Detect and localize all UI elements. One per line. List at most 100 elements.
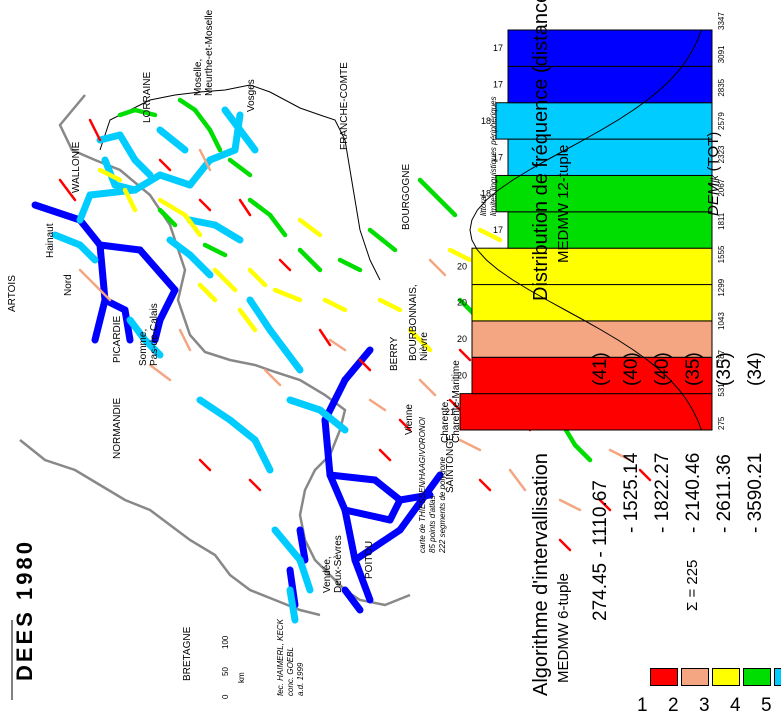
histogram-bar-label: 17 (493, 80, 503, 90)
network-segment (141, 336, 164, 359)
region-label-wallonie: WALLONIE (71, 141, 82, 193)
network-segment (398, 418, 412, 432)
network-segment (157, 207, 178, 228)
scale-tick-50: 50 (221, 667, 230, 676)
histogram-tick-label: 3347 (717, 12, 726, 30)
histogram-bar-label: 17 (493, 43, 503, 53)
histogram-axis-label: DEMjk(TOT) (705, 131, 722, 216)
network-segment (126, 316, 149, 344)
network-segment (178, 328, 192, 352)
histogram-curve (469, 29, 702, 431)
page-title: DEES 1980 (12, 539, 37, 681)
class-count: (35) (714, 352, 735, 386)
network-segment (263, 368, 282, 387)
network-segment (116, 131, 139, 164)
network-segment (76, 241, 99, 264)
network-segment (326, 471, 349, 514)
scale-tick-100: 100 (221, 635, 230, 649)
network-segment (207, 127, 223, 153)
histogram-bar-label: 17 (493, 152, 503, 162)
coastline-south (19, 439, 321, 617)
histogram-subtitle: MEDMW 12-tuple (555, 144, 572, 263)
legend-subtitle: MEDMW 6-tuple (555, 572, 572, 683)
network-segment (148, 363, 172, 382)
network-segment (31, 201, 84, 224)
class-count: (41) (590, 352, 611, 386)
class-range: 274.45 - 1110.67 (590, 480, 611, 621)
network-segment (97, 167, 123, 183)
network-segment (117, 107, 138, 118)
class-swatch (712, 668, 740, 686)
network-segment (378, 448, 392, 462)
network-segment (572, 442, 593, 463)
network-segment (638, 468, 652, 482)
network-segment (238, 198, 252, 217)
network-segment (351, 556, 374, 604)
network-segment (266, 326, 289, 354)
network-segment (437, 197, 458, 218)
network-segment (316, 406, 349, 434)
network-segment (341, 506, 359, 564)
map-info: carte de THIESSEN/HAAGIVORONOI 85 points … (418, 416, 447, 553)
scale-unit: km (237, 672, 246, 683)
network-segment (211, 221, 244, 244)
network-segment (407, 327, 433, 353)
network-segment (417, 177, 443, 203)
region-label-berry: BERRY (389, 336, 400, 371)
network-segment (192, 107, 213, 133)
histogram-tick-label: 1811 (717, 212, 726, 230)
scale-tick-0: 0 (221, 694, 230, 699)
class-number: 3 (699, 695, 710, 716)
histogram-bar-label: 21 (445, 407, 455, 417)
network-segment (221, 106, 244, 134)
region-label-hainaut: Hainaut (45, 223, 56, 258)
map-canvas: 21 20 20 20 20 17 18 17 18 17 17 275 531 787 1043 1299 1… (11, 12, 726, 700)
network-segment (76, 216, 104, 249)
network-segment (247, 197, 273, 218)
region-label-moselle: Moselle, Meurthe-et-Moselle (193, 9, 215, 96)
network-segment (93, 283, 112, 302)
network-segment (477, 227, 503, 243)
class-count: (40) (621, 352, 642, 386)
network-segment (478, 478, 492, 492)
histogram-tick-label: 2579 (717, 112, 726, 130)
region-label-vienne: Vienne (404, 404, 415, 435)
network-segment (156, 286, 179, 324)
network-segment (198, 148, 212, 172)
class-number: 1 (637, 695, 648, 716)
class-swatch (774, 668, 781, 686)
legend-title: Algorithme d'intervallisation (530, 453, 552, 696)
network-segment (88, 118, 102, 142)
network-segment (247, 267, 268, 288)
network-segment (58, 178, 77, 202)
network-segment (166, 236, 194, 259)
region-label-nord: Nord (63, 274, 74, 296)
network-segment (212, 267, 238, 293)
region-label-bourgogne: BOURGOGNE (401, 163, 412, 230)
region-label-vosges: Vosges (246, 79, 257, 112)
network-segment (458, 438, 482, 452)
network-segment (156, 171, 194, 189)
network-segment (286, 586, 299, 624)
network-segment (278, 258, 292, 272)
network-segment (227, 157, 253, 178)
network-segment (246, 296, 274, 334)
network-segment (198, 198, 212, 212)
network-segment (186, 251, 214, 279)
histogram-bar (459, 393, 713, 431)
network-segment (297, 217, 323, 238)
network-segment (96, 241, 144, 254)
histogram-bar-label: 17 (493, 225, 503, 235)
network-segment (341, 346, 374, 384)
network-segment (156, 126, 189, 154)
network-segment (91, 296, 109, 344)
network-segment (558, 498, 582, 512)
histogram-tick-label: 1299 (717, 278, 726, 296)
network-segment (351, 526, 404, 564)
language-border (99, 84, 381, 281)
network-segment (341, 586, 364, 614)
network-segment (321, 416, 334, 479)
class-swatch (681, 668, 709, 686)
class-count: (40) (652, 352, 673, 386)
network-segment (226, 416, 259, 444)
